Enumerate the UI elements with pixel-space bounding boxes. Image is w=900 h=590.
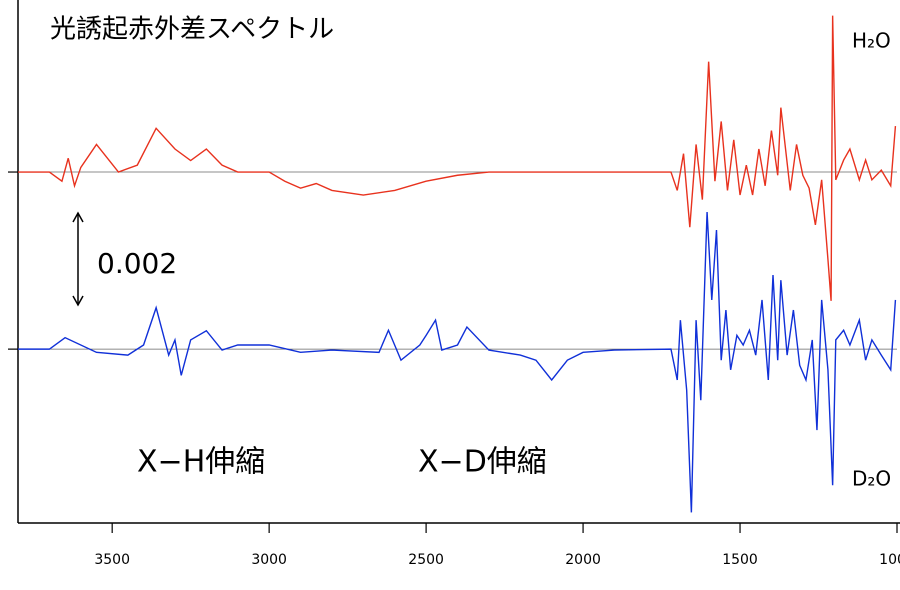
- annotation: X−D伸縮: [418, 445, 547, 480]
- x-tick-label: 3500: [94, 552, 130, 568]
- annotation: X−H伸縮: [137, 445, 265, 480]
- spectrum-line: [18, 15, 897, 301]
- arrow-head: [72, 211, 84, 223]
- series-label: D₂O: [852, 467, 891, 491]
- series-label: H₂O: [852, 29, 891, 53]
- x-tick-label: 1000: [879, 552, 900, 568]
- x-tick-label: 2500: [408, 552, 444, 568]
- x-tick-label: 3000: [251, 552, 287, 568]
- x-tick-label: 2000: [565, 552, 601, 568]
- arrow-head: [72, 295, 84, 307]
- spectrum-line: [18, 212, 897, 513]
- x-tick-label: 1500: [722, 552, 758, 568]
- scale-bar-label: 0.002: [97, 247, 177, 280]
- chart-title: 光誘起赤外差スペクトル: [50, 15, 334, 45]
